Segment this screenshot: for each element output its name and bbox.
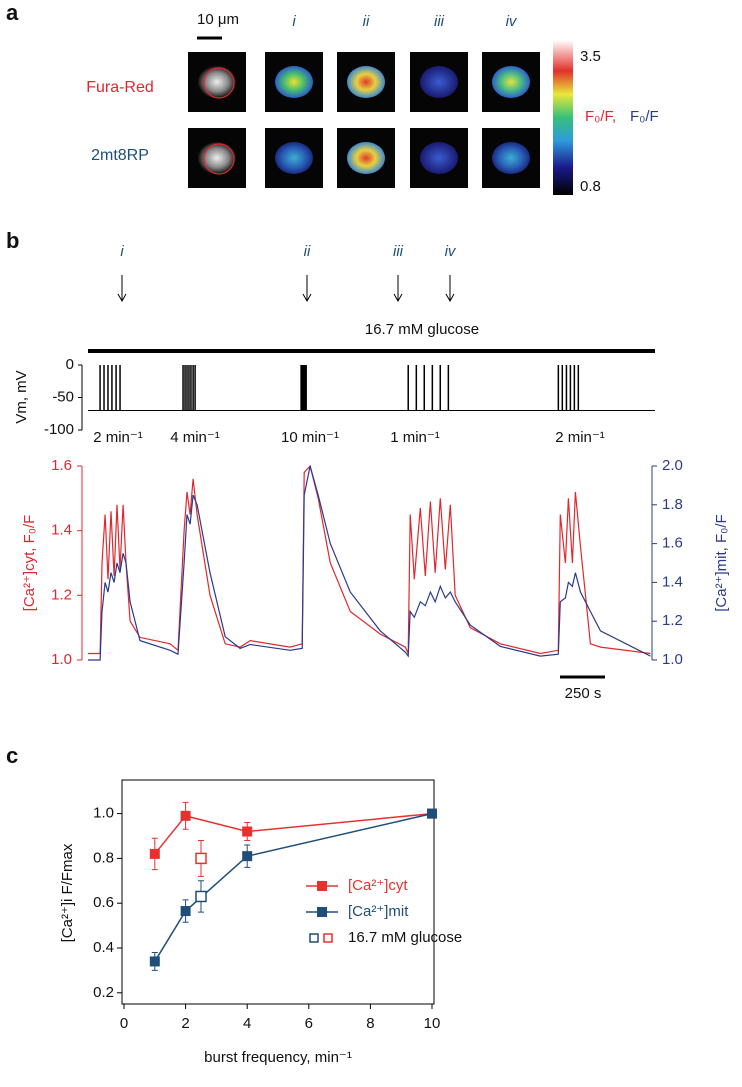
plot-frame [121,779,435,1005]
event-label: iii [393,243,404,260]
y-tick-label: -100 [44,421,74,438]
roi [203,67,235,99]
y-tick-label: 1.2 [51,586,72,603]
rate-label: 2 min⁻¹ [555,429,605,446]
scale-bar-label: 10 μm [197,11,239,28]
marker [427,808,437,819]
y-axis-label: [Ca²⁺]i F/Fmax [59,843,76,942]
x-tick-label: 8 [366,1015,374,1032]
marker [180,810,191,821]
y-tick-label: 1.0 [51,651,72,668]
y-tick-label: 0.8 [93,849,114,866]
x-tick-label: 10 [424,1015,441,1032]
column-label: iii [434,13,445,30]
row-label: 2mt8RP [91,147,149,164]
panel-label: a [6,0,19,25]
roi [203,143,235,175]
legend-marker [317,881,327,891]
cell [492,66,530,98]
cell [347,66,385,98]
legend-label: 16.7 mM glucose [348,929,462,946]
cell [492,142,530,174]
x-tick-label: 0 [120,1015,128,1032]
panel-label: b [6,228,19,253]
marker [195,890,207,903]
trace [88,465,651,661]
y-tick-label: 1.4 [51,522,72,539]
colorbar-max: 3.5 [580,48,601,65]
event-label: ii [304,243,311,260]
y2-tick-label: 1.6 [662,535,683,552]
marker [242,826,253,837]
y-tick-label: 0.6 [93,894,114,911]
colorbar-label: F₀/F, [585,108,616,125]
x-axis-label: burst frequency, min⁻¹ [204,1049,352,1066]
y-axis-label: Vm, mV [13,370,30,423]
arrow-head [445,293,455,303]
event-label: i [120,243,124,260]
rate-label: 4 min⁻¹ [170,429,220,446]
colorbar [553,40,573,195]
arrow-head [117,293,127,303]
column-label: ii [363,13,370,30]
marker [242,851,253,862]
y2-tick-label: 1.8 [662,496,683,513]
scale-bar-label: 250 s [565,685,602,702]
cell [420,66,458,98]
glucose-label: 16.7 mM glucose [365,321,479,338]
arrow-head [302,293,312,303]
rate-label: 10 min⁻¹ [281,429,339,446]
column-label: i [292,13,296,30]
legend-marker [317,907,327,917]
legend-label: [Ca²⁺]cyt [348,877,408,894]
cell [275,142,313,174]
x-tick-label: 6 [305,1015,313,1032]
legend-marker [309,933,319,943]
legend-label: [Ca²⁺]mit [348,903,409,920]
row-label: Fura-Red [86,79,154,96]
marker [180,906,191,917]
y2-tick-label: 1.0 [662,651,683,668]
y2-tick-label: 1.4 [662,573,683,590]
cell [347,142,385,174]
rate-label: 1 min⁻¹ [390,429,440,446]
panel-label: c [6,743,18,768]
trace [88,464,651,655]
legend-marker [323,933,333,943]
y-tick-label: 0.2 [93,984,114,1001]
rate-label: 2 min⁻¹ [93,429,143,446]
y2-tick-label: 1.2 [662,612,683,629]
series-line [154,812,433,855]
y2-axis-label: [Ca²⁺]mit, F₀/F [713,514,730,611]
y-tick-label: 1.0 [93,805,114,822]
marker [195,852,207,865]
event-label: iv [445,243,457,260]
arrow-head [393,293,403,303]
cell [275,66,313,98]
y-tick-label: -50 [52,388,74,405]
cell [420,142,458,174]
column-label: iv [506,13,518,30]
colorbar-label: F₀/F [630,108,659,125]
x-tick-label: 2 [181,1015,189,1032]
y-tick-label: 0 [66,356,74,373]
marker [149,848,160,859]
series-line [154,812,433,962]
y-tick-label: 0.4 [93,939,114,956]
colorbar-min: 0.8 [580,178,601,195]
x-tick-label: 4 [243,1015,251,1032]
y-axis-label: [Ca²⁺]cyt, F₀/F [21,515,38,612]
y-tick-label: 1.6 [51,457,72,474]
y2-tick-label: 2.0 [662,457,683,474]
marker [149,956,160,967]
